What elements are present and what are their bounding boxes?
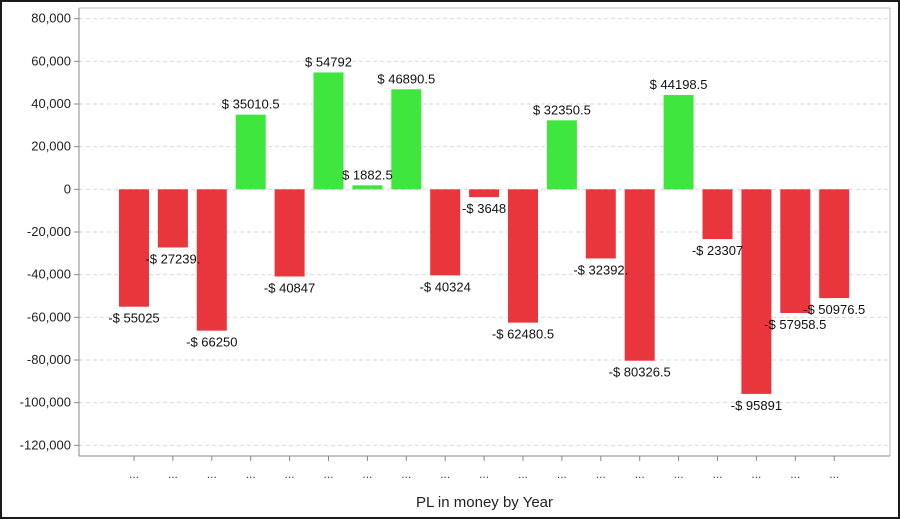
data-label: -$ 27239. bbox=[145, 251, 200, 266]
y-tick-label: 80,000 bbox=[31, 11, 71, 26]
x-category-label: ... bbox=[712, 467, 722, 481]
x-category-label: ... bbox=[285, 467, 295, 481]
x-axis-title: PL in money by Year bbox=[416, 494, 553, 511]
y-tick-labels: 80,000 60,000 40,000 20,000 0 -20,000 -40,000 -… bbox=[20, 11, 71, 453]
bar bbox=[741, 189, 772, 394]
data-label: -$ 40324 bbox=[420, 279, 471, 294]
x-category-label: ... bbox=[440, 467, 450, 481]
data-label: -$ 23307 bbox=[692, 243, 743, 258]
x-category-label: ... bbox=[362, 467, 372, 481]
bar bbox=[235, 114, 266, 190]
data-label: -$ 57958.5 bbox=[764, 317, 826, 332]
x-category-label: ... bbox=[129, 467, 139, 481]
y-tick-label: -80,000 bbox=[27, 352, 71, 367]
y-tick-label: -100,000 bbox=[20, 395, 71, 410]
data-label: -$ 40847 bbox=[264, 280, 315, 295]
x-category-label: ... bbox=[479, 467, 489, 481]
x-category-label: ... bbox=[401, 467, 411, 481]
data-label: -$ 62480.5 bbox=[492, 327, 554, 342]
data-label: $ 32350.5 bbox=[533, 102, 591, 117]
data-label: $ 54792 bbox=[305, 54, 352, 69]
x-category-label: ... bbox=[635, 467, 645, 481]
bar bbox=[469, 189, 500, 198]
x-category-label: ... bbox=[168, 467, 178, 481]
x-category-label: ... bbox=[207, 467, 217, 481]
y-tick-label: 0 bbox=[64, 181, 71, 196]
x-category-labels: ........................................… bbox=[129, 467, 839, 481]
data-label: $ 1882.5 bbox=[342, 167, 393, 182]
bar bbox=[157, 189, 188, 248]
y-tick-label: -20,000 bbox=[27, 224, 71, 239]
bar bbox=[391, 89, 422, 190]
data-label: $ 35010.5 bbox=[222, 97, 280, 112]
bar bbox=[196, 189, 227, 331]
x-category-label: ... bbox=[323, 467, 333, 481]
axes bbox=[74, 7, 891, 461]
data-label: -$ 66250 bbox=[186, 335, 237, 350]
x-category-label: ... bbox=[674, 467, 684, 481]
data-label: $ 44198.5 bbox=[650, 77, 708, 92]
y-tick-label: 60,000 bbox=[31, 53, 71, 68]
data-labels: -$ 55025 -$ 27239. -$ 66250 $ 35010.5 -$ 408… bbox=[108, 54, 865, 412]
bar bbox=[313, 72, 344, 190]
x-category-label: ... bbox=[518, 467, 528, 481]
data-label: -$ 3648 bbox=[462, 201, 506, 216]
data-label: -$ 95891 bbox=[731, 398, 782, 413]
bar bbox=[274, 189, 305, 277]
bar bbox=[430, 189, 461, 276]
data-label: -$ 80326.5 bbox=[609, 365, 671, 380]
bar bbox=[585, 189, 616, 259]
x-category-label: ... bbox=[829, 467, 839, 481]
y-tick-label: -40,000 bbox=[27, 267, 71, 282]
x-category-label: ... bbox=[751, 467, 761, 481]
bar bbox=[119, 189, 149, 307]
bar bbox=[546, 120, 577, 190]
x-category-label: ... bbox=[557, 467, 567, 481]
y-tick-label: -120,000 bbox=[20, 437, 71, 452]
x-category-label: ... bbox=[790, 467, 800, 481]
bar bbox=[663, 95, 694, 190]
data-label: -$ 50976.5 bbox=[803, 302, 865, 317]
data-label: -$ 55025 bbox=[108, 311, 159, 326]
bar bbox=[780, 189, 811, 313]
x-category-label: ... bbox=[246, 467, 256, 481]
bars bbox=[119, 72, 850, 394]
bar bbox=[352, 185, 383, 190]
y-tick-label: 40,000 bbox=[31, 96, 71, 111]
bar bbox=[624, 189, 655, 361]
bar bbox=[508, 189, 538, 323]
bar bbox=[702, 189, 733, 240]
y-tick-label: -60,000 bbox=[27, 309, 71, 324]
x-category-label: ... bbox=[596, 467, 606, 481]
data-label: $ 46890.5 bbox=[377, 71, 435, 86]
y-tick-label: 20,000 bbox=[31, 139, 71, 154]
bar bbox=[819, 189, 850, 299]
data-label: -$ 32392. bbox=[573, 262, 628, 277]
